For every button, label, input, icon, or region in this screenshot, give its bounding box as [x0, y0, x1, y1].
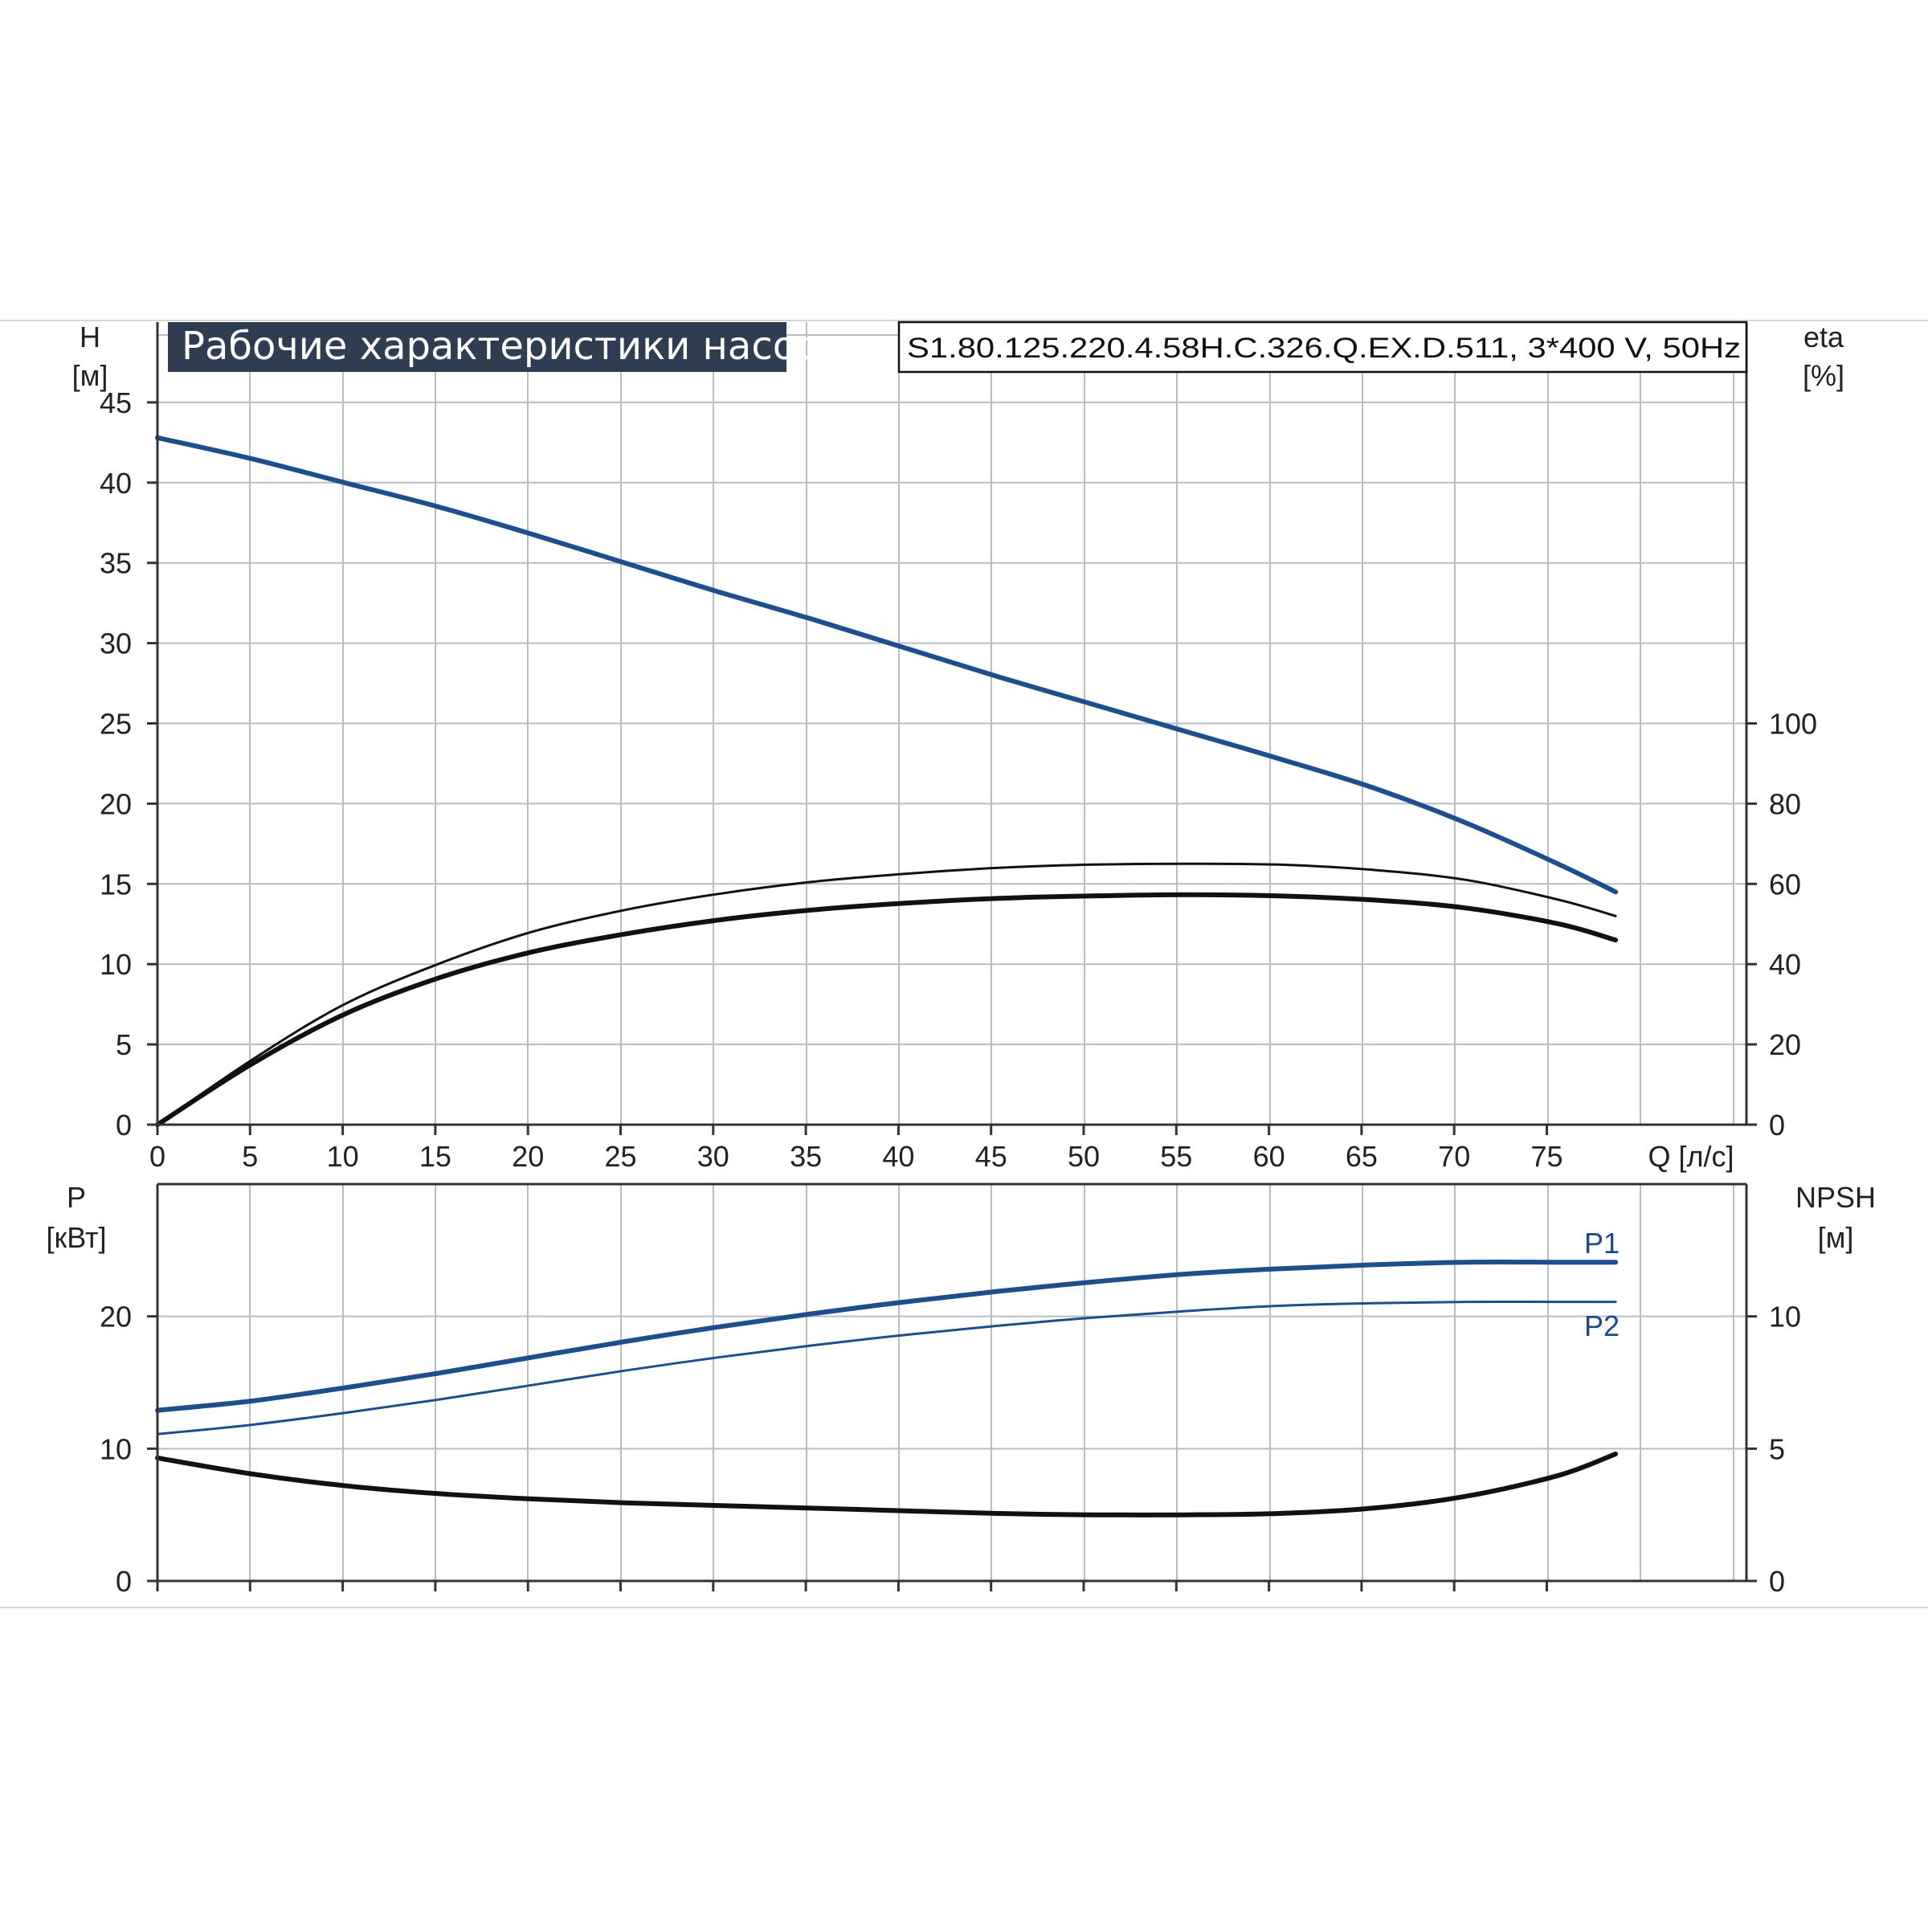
x-tick-label: 0 [149, 1140, 165, 1173]
y-right-tick-label: 10 [1769, 1301, 1801, 1334]
bottom-series [155, 1259, 1619, 1517]
y-left-tick-label: 40 [100, 467, 132, 500]
series-line-p1 [155, 1259, 1619, 1413]
y-right-tick-label: 60 [1769, 868, 1801, 901]
y-left-tick-label: 5 [116, 1028, 132, 1061]
y-left-label-p: P [67, 1181, 86, 1214]
x-tick-label: 75 [1530, 1140, 1562, 1173]
series-line-head [155, 435, 1619, 895]
x-tick-label: 5 [242, 1140, 258, 1173]
y-right-tick-label: 0 [1769, 1565, 1785, 1598]
bottom-gridlines [157, 1184, 1746, 1582]
x-tick-label: 65 [1346, 1140, 1378, 1173]
top-series [155, 435, 1619, 1127]
y-right-tick-label: 20 [1769, 1028, 1801, 1061]
x-tick-label: 50 [1068, 1140, 1100, 1173]
y-right-unit-m: [м] [1818, 1221, 1854, 1254]
y-right-tick-label: 5 [1769, 1432, 1785, 1465]
x-tick-label: 15 [419, 1140, 451, 1173]
x-tick-label: 60 [1253, 1140, 1285, 1173]
y-left-unit-kw: [кВт] [46, 1221, 106, 1254]
y-left-unit-m: [м] [72, 359, 108, 392]
x-tick-label: 25 [604, 1140, 636, 1173]
y-left-label-h: H [80, 321, 100, 353]
y-left-tick-label: 10 [100, 948, 132, 981]
y-left-tick-label: 25 [100, 708, 132, 741]
y-right-tick-label: 0 [1769, 1109, 1785, 1142]
y-left-tick-label: 0 [116, 1109, 132, 1142]
y-left-tick-label: 45 [100, 386, 132, 419]
model-label-box [897, 321, 1748, 374]
y-right-unit-percent: [%] [1803, 359, 1844, 392]
y-left-tick-label: 15 [100, 868, 132, 901]
series-line-efficiency-1 [156, 862, 1617, 1126]
series-line-npsh [155, 1451, 1619, 1517]
x-tick-label: 35 [790, 1140, 822, 1173]
y-left-tick-label: 20 [100, 787, 132, 820]
title-background [168, 322, 786, 372]
top-panel: 0 5 10 15 20 25 30 35 40 45 0 20 40 60 80 100 0 5 10 15 20 25… [72, 321, 1844, 1173]
x-tick-label: 55 [1160, 1140, 1192, 1173]
x-axis-label: Q [л/с] [1648, 1140, 1734, 1173]
y-left-tick-label: 10 [100, 1432, 132, 1465]
top-tick-labels: 0 5 10 15 20 25 30 35 40 45 0 20 40 60 80 100 0 5 10 15 20 25… [100, 386, 1817, 1173]
bottom-panel: 0 10 20 0 5 10 P [кВт] NPSH [м] P1 P2 [46, 1181, 1876, 1598]
x-tick-label: 40 [882, 1140, 914, 1173]
y-left-tick-label: 35 [100, 547, 132, 580]
series-label-p1: P1 [1584, 1227, 1620, 1260]
chart-title: Рабочие характеристики насоса [182, 324, 841, 369]
series-label-p2: P2 [1584, 1309, 1620, 1342]
bottom-axes [147, 1182, 1757, 1591]
series-line-efficiency-2 [155, 892, 1619, 1127]
y-right-tick-label: 80 [1769, 787, 1801, 820]
y-right-tick-label: 100 [1769, 708, 1817, 741]
x-tick-label: 70 [1438, 1140, 1470, 1173]
top-gridlines [157, 322, 1746, 1125]
top-axes [147, 322, 1757, 1135]
y-left-tick-label: 0 [116, 1565, 132, 1598]
x-tick-label: 10 [327, 1140, 359, 1173]
y-right-tick-label: 40 [1769, 948, 1801, 981]
x-tick-label: 45 [975, 1140, 1007, 1173]
model-label: S1.80.125.220.4.58H.C.326.Q.EX.D.511, 3*… [907, 333, 1741, 364]
y-right-label-npsh: NPSH [1795, 1181, 1876, 1214]
y-left-tick-label: 30 [100, 627, 132, 660]
x-tick-label: 20 [512, 1140, 544, 1173]
x-tick-label: 30 [697, 1140, 729, 1173]
y-left-tick-label: 20 [100, 1301, 132, 1334]
y-right-label-eta: eta [1803, 321, 1844, 353]
bottom-tick-labels: 0 10 20 0 5 10 [100, 1301, 1801, 1598]
series-line-p2 [156, 1300, 1617, 1436]
